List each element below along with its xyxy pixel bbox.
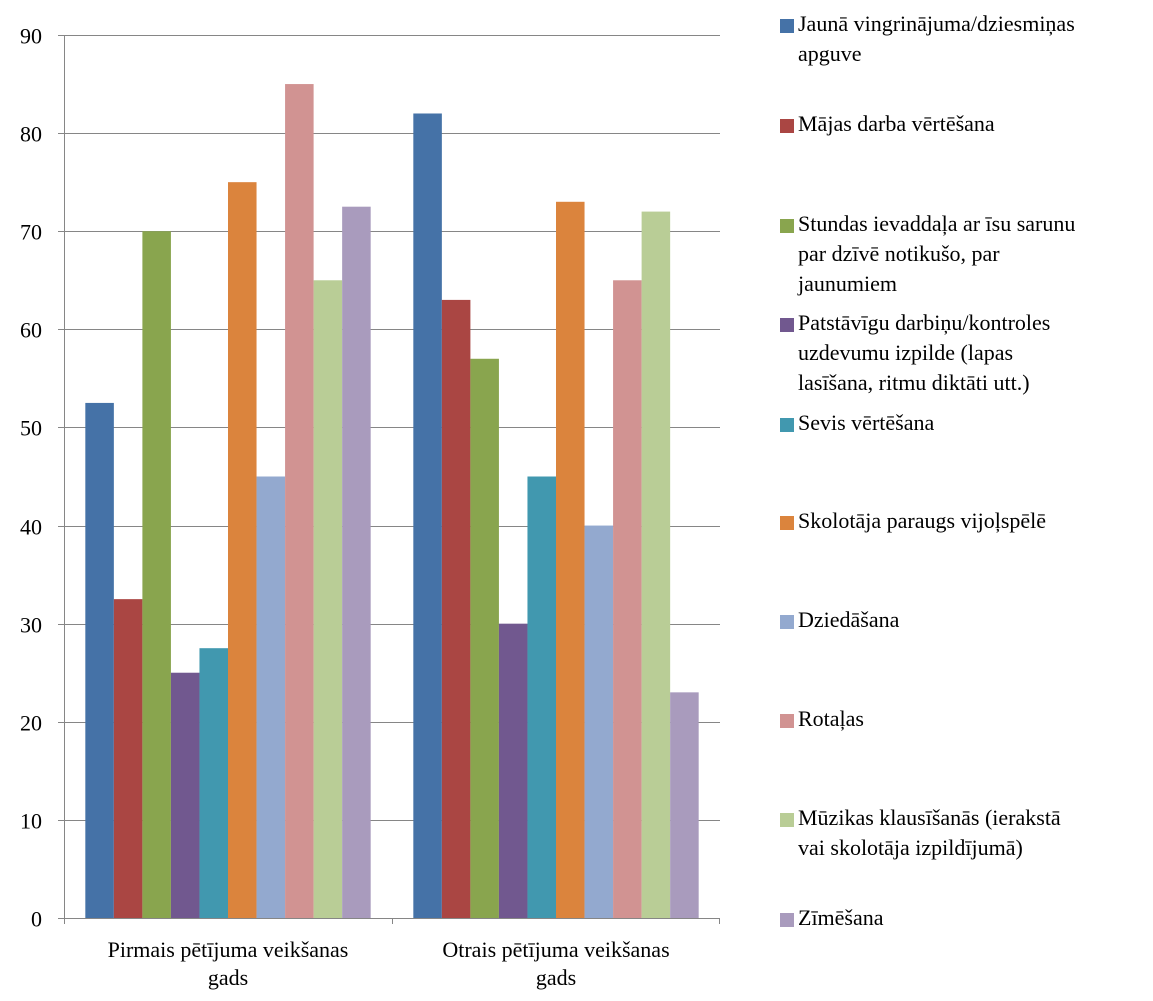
bar [85, 402, 114, 918]
legend-label: Zīmēšana [798, 905, 884, 930]
legend-label: jaunumiem [797, 271, 897, 296]
x-category-label: gads [536, 965, 576, 990]
y-tick-label: 40 [20, 515, 42, 540]
legend-label: lasīšana, ritmu diktāti utt.) [798, 370, 1030, 395]
y-tick-label: 30 [20, 613, 42, 638]
bar [413, 113, 442, 919]
bar [556, 201, 585, 919]
legend-swatch [780, 19, 794, 33]
legend-label: par dzīvē notikušo, par [798, 241, 1000, 266]
x-category-label: gads [208, 965, 248, 990]
bar [441, 299, 471, 918]
bar [313, 280, 343, 918]
legend-label: Mājas darba vērtēšana [798, 111, 995, 136]
y-tick-label: 20 [20, 711, 42, 736]
y-tick-label: 90 [20, 24, 42, 49]
bar [342, 206, 371, 918]
bar [641, 211, 671, 919]
bar [256, 476, 286, 918]
legend-label: Sevis vērtēšana [798, 410, 934, 435]
legend-label: Mūzikas klausīšanās (ierakstā [798, 805, 1061, 830]
legend-label: Dziedāšana [798, 607, 900, 632]
x-category-label: Pirmais pētījuma veikšanas [108, 937, 349, 962]
y-tick-label: 0 [31, 907, 42, 932]
legend-swatch [780, 913, 794, 927]
legend-label: Skolotāja paraugs vijoļspēlē [798, 508, 1046, 533]
bar [584, 525, 614, 918]
bar [527, 476, 556, 918]
y-tick-label: 80 [20, 122, 42, 147]
bar [228, 182, 257, 919]
y-tick-label: 10 [20, 809, 42, 834]
legend-swatch [780, 119, 794, 133]
legend-label: vai skolotāja izpildījumā) [798, 835, 1023, 860]
bar [199, 648, 228, 918]
bar [285, 84, 314, 918]
legend-swatch [780, 318, 794, 332]
bars [85, 84, 699, 919]
legend-swatch [780, 516, 794, 530]
bar [613, 280, 642, 918]
legend-label: Jaunā vingrinājuma/dziesmiņas [798, 11, 1075, 36]
legend-label: Patstāvīgu darbiņu/kontroles [798, 310, 1050, 335]
legend-swatch [780, 418, 794, 432]
bar [170, 672, 200, 918]
legend-swatch [780, 714, 794, 728]
legend: Jaunā vingrinājuma/dziesmiņas apguve Mājas… [780, 11, 1075, 930]
bar [498, 623, 528, 918]
axes: 0 10 20 30 40 50 60 70 80 90 Pirmais pētījuma veik… [20, 24, 720, 990]
bar [113, 599, 143, 918]
y-tick-label: 70 [20, 220, 42, 245]
bar [670, 692, 699, 918]
legend-swatch [780, 219, 794, 233]
legend-label: uzdevumu izpilde (lapas [798, 340, 1013, 365]
x-category-label: Otrais pētījuma veikšanas [442, 937, 669, 962]
bar [142, 231, 171, 919]
y-tick-label: 60 [20, 318, 42, 343]
y-tick-label: 50 [20, 416, 42, 441]
legend-swatch [780, 813, 794, 827]
legend-label: apguve [798, 41, 862, 66]
legend-swatch [780, 615, 794, 629]
legend-label: Rotaļas [798, 706, 864, 731]
legend-label: Stundas ievaddaļa ar īsu sarunu [798, 211, 1075, 236]
bar [470, 358, 499, 918]
